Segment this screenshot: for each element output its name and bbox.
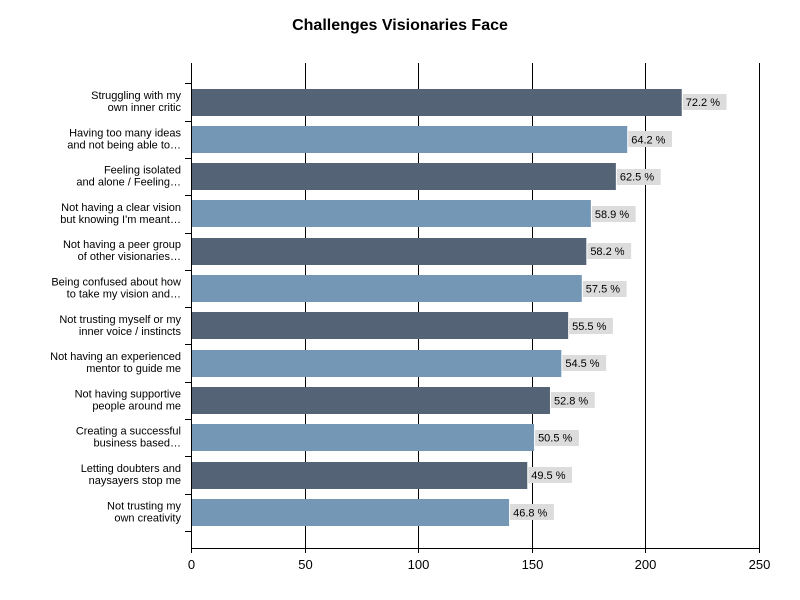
data-label: 58.2 % [590,246,624,258]
bar [191,275,582,302]
data-label-bg [587,243,632,259]
data-label-bg [528,467,573,483]
bar [191,350,562,377]
category-label: Not having a peer group [63,239,181,251]
bar [191,238,587,265]
bar [191,387,550,414]
category-label: Creating a successful [76,426,181,438]
data-label: 50.5 % [538,433,572,445]
data-label: 57.5 % [586,284,620,296]
data-label: 54.5 % [565,358,599,370]
category-label: business based… [94,438,181,450]
category-label: mentor to guide me [86,363,181,375]
category-label: own creativity [114,512,181,524]
bar [191,89,682,116]
x-tick-label: 0 [188,557,195,572]
category-label: naysayers stop me [89,475,181,487]
data-label-bg [628,131,673,147]
category-label: and alone / Feeling… [76,177,181,189]
data-label-bg [535,430,579,446]
data-label: 58.9 % [595,209,629,221]
data-label: 49.5 % [531,470,565,482]
category-label: Not having a clear vision [61,202,181,214]
bar [191,499,510,526]
data-label-bg [550,392,595,408]
category-label: Having too many ideas [69,127,181,139]
data-label: 55.5 % [572,321,606,333]
chart-title: Challenges Visionaries Face [292,17,508,34]
category-label: and not being able to… [67,139,181,151]
bar [191,312,569,339]
data-label-bg [616,169,661,185]
data-label: 46.8 % [513,507,547,519]
data-label-bg [562,355,607,371]
category-label: Not trusting myself or my [59,314,181,326]
bar [191,424,535,451]
category-label: Being confused about how [51,277,181,289]
category-label: but knowing I'm meant… [60,214,181,226]
category-label: people around me [92,400,181,412]
data-label: 64.2 % [631,134,665,146]
category-label: Not having supportive [75,388,181,400]
category-label: Not trusting my [107,500,181,512]
category-label: Struggling with my [91,90,181,102]
bar [191,462,528,489]
category-label: Letting doubters and [81,463,181,475]
bar [191,200,591,227]
x-tick-label: 150 [522,557,544,572]
data-label-bg [591,206,636,222]
data-label: 52.8 % [554,395,588,407]
data-label: 72.2 % [686,97,720,109]
x-tick-label: 50 [298,557,312,572]
category-label: Feeling isolated [104,165,181,177]
category-label: inner voice / instincts [79,326,182,338]
bar [191,163,616,190]
x-tick-label: 100 [408,557,430,572]
category-label: of other visionaries… [78,251,181,263]
data-label-bg [510,504,554,520]
category-label: Not having an experienced [50,351,181,363]
data-label-bg [569,318,613,334]
category-label: to take my vision and… [67,289,181,301]
data-label-bg [582,281,627,297]
x-tick-label: 250 [749,557,771,572]
bar [191,126,628,153]
category-label: own inner critic [108,102,182,114]
data-label: 62.5 % [620,172,654,184]
data-label-bg [682,94,727,110]
x-tick-label: 200 [635,557,657,572]
